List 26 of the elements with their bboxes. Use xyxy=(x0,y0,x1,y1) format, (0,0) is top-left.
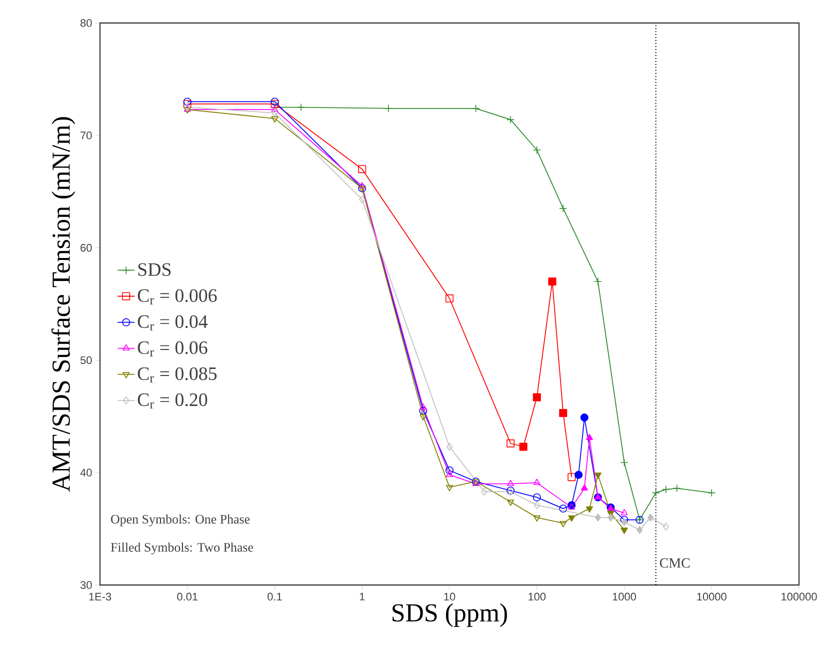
annotation: Open Symbols: One Phase xyxy=(111,514,250,526)
x-tick-label: 1 xyxy=(360,592,365,600)
x-tick-label: 1E-3 xyxy=(89,592,112,601)
legend-label: C$_{r}$ = 0.006 xyxy=(138,289,217,304)
legend-label: C$_{r}$ = 0.04 xyxy=(138,315,208,330)
legend-label: C$_{r}$ = 0.06 xyxy=(138,341,208,356)
x-axis-title: SDS (ppm) xyxy=(392,603,507,627)
x-tick-label: 10000 xyxy=(697,592,726,601)
y-tick-label: 70 xyxy=(80,132,92,140)
x-tick-label: 100 xyxy=(528,592,546,601)
legend-label: C$_{r}$ = 0.085 xyxy=(138,367,217,382)
x-tick-label: 10 xyxy=(444,592,456,601)
y-tick-label: 60 xyxy=(80,244,92,252)
legend-label: SDS xyxy=(138,263,171,276)
y-tick-label: 50 xyxy=(80,356,92,364)
y-tick-label: 40 xyxy=(80,468,92,476)
annotation: Filled Symbols: Two Phase xyxy=(110,542,254,554)
y-axis-title: AMT/SDS Surface Tension (mN/m) xyxy=(51,117,76,492)
legend-label: C$_{r}$ = 0.20 xyxy=(138,393,208,409)
y-tick-label: 80 xyxy=(80,19,92,27)
ref-line-label: CMC xyxy=(660,558,690,568)
x-tick-label: 0.01 xyxy=(177,592,198,601)
y-tick-label: 30 xyxy=(80,581,92,589)
x-tick-label: 1000 xyxy=(612,592,636,601)
x-tick-label: 0.1 xyxy=(268,592,282,601)
x-tick-label: 100000 xyxy=(782,592,817,601)
